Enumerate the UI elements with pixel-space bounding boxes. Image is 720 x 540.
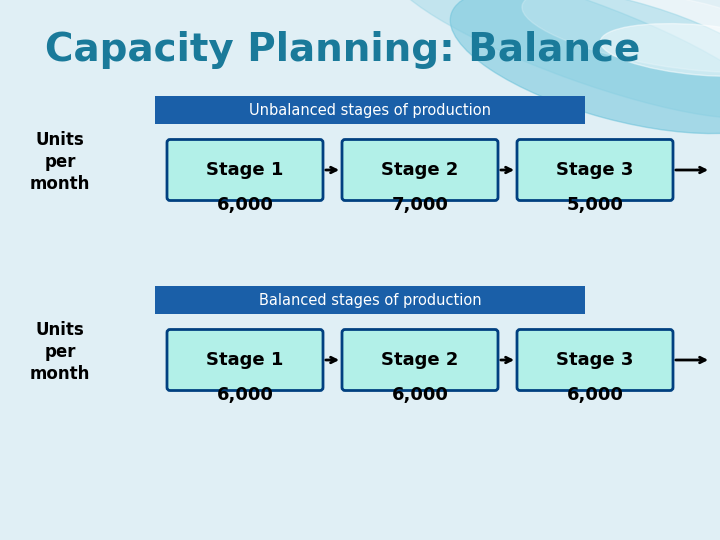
Text: Capacity Planning: Balance: Capacity Planning: Balance xyxy=(45,31,640,69)
FancyBboxPatch shape xyxy=(342,139,498,200)
FancyBboxPatch shape xyxy=(342,329,498,390)
Text: 7,000: 7,000 xyxy=(392,196,449,214)
Text: Units
per
month: Units per month xyxy=(30,131,90,193)
Text: Stage 3: Stage 3 xyxy=(557,351,634,369)
Text: 6,000: 6,000 xyxy=(217,386,274,404)
FancyBboxPatch shape xyxy=(167,139,323,200)
Ellipse shape xyxy=(450,0,720,133)
FancyBboxPatch shape xyxy=(517,139,673,200)
FancyBboxPatch shape xyxy=(155,286,585,314)
Text: Balanced stages of production: Balanced stages of production xyxy=(258,293,481,307)
FancyBboxPatch shape xyxy=(155,96,585,124)
Ellipse shape xyxy=(600,24,720,76)
Text: 6,000: 6,000 xyxy=(217,196,274,214)
Text: 6,000: 6,000 xyxy=(392,386,449,404)
Text: 6,000: 6,000 xyxy=(567,386,624,404)
FancyBboxPatch shape xyxy=(517,329,673,390)
Text: Unbalanced stages of production: Unbalanced stages of production xyxy=(249,103,491,118)
Text: Stage 3: Stage 3 xyxy=(557,161,634,179)
Text: 5,000: 5,000 xyxy=(567,196,624,214)
Text: Stage 1: Stage 1 xyxy=(207,351,284,369)
Ellipse shape xyxy=(522,0,720,72)
Text: Units
per
month: Units per month xyxy=(30,321,90,383)
Text: Stage 2: Stage 2 xyxy=(382,351,459,369)
FancyBboxPatch shape xyxy=(167,329,323,390)
Text: Stage 2: Stage 2 xyxy=(382,161,459,179)
Ellipse shape xyxy=(392,0,720,118)
Text: Stage 1: Stage 1 xyxy=(207,161,284,179)
